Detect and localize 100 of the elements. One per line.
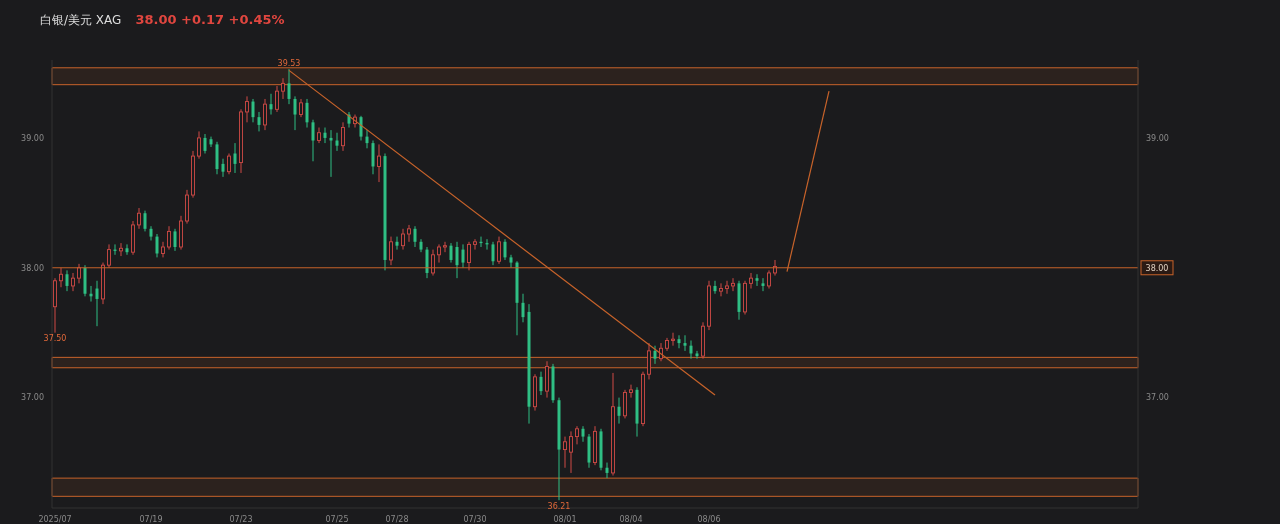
candlestick bbox=[371, 140, 375, 175]
candlestick bbox=[497, 236, 501, 265]
candlestick bbox=[275, 85, 279, 113]
candlestick bbox=[59, 267, 63, 288]
candlestick bbox=[293, 95, 297, 131]
candlestick bbox=[341, 121, 345, 152]
candlestick bbox=[761, 277, 765, 292]
x-tick-label: 08/06 bbox=[697, 514, 721, 524]
candlestick bbox=[617, 397, 621, 425]
candlestick bbox=[689, 339, 693, 360]
candlestick bbox=[575, 425, 579, 445]
candlestick bbox=[281, 77, 285, 100]
candlestick bbox=[437, 243, 441, 264]
candlestick bbox=[683, 334, 687, 352]
candlestick bbox=[269, 93, 273, 116]
candlestick bbox=[443, 241, 447, 253]
candlestick bbox=[389, 236, 393, 266]
candlestick bbox=[671, 332, 675, 347]
candlestick bbox=[245, 95, 249, 123]
candlestick bbox=[221, 158, 225, 178]
y-tick-label: 39.00 bbox=[21, 133, 44, 143]
candlestick bbox=[749, 272, 753, 290]
candlestick bbox=[719, 282, 723, 297]
candlestick bbox=[569, 430, 573, 474]
candlestick bbox=[461, 243, 465, 269]
candlestick bbox=[77, 263, 81, 284]
candlestick bbox=[401, 228, 405, 251]
candlestick bbox=[359, 115, 363, 142]
candlestick bbox=[299, 98, 303, 118]
candlestick bbox=[143, 210, 147, 232]
candlestick bbox=[335, 132, 339, 152]
candlestick bbox=[725, 280, 729, 295]
candlestick bbox=[623, 389, 627, 419]
candlestick bbox=[167, 225, 171, 251]
candlestick bbox=[449, 242, 453, 264]
y-tick-label: 37.00 bbox=[21, 393, 44, 403]
chart-title: 白银/美元 XAG bbox=[40, 12, 122, 29]
y2-tick-label: 39.00 bbox=[1146, 133, 1169, 143]
candlestick bbox=[653, 345, 657, 365]
candlestick bbox=[155, 233, 159, 258]
candlestick bbox=[467, 241, 471, 271]
candlestick bbox=[71, 272, 75, 292]
candlestick bbox=[731, 277, 735, 292]
candlestick bbox=[491, 241, 495, 266]
annotation: 39.53 bbox=[277, 59, 301, 69]
x-tick-label: 07/25 bbox=[325, 514, 349, 524]
candlestick bbox=[65, 269, 69, 292]
candlestick bbox=[407, 224, 411, 243]
candlestick bbox=[581, 425, 585, 443]
candlestick bbox=[251, 98, 255, 123]
x-tick-label: 2025/07 bbox=[38, 514, 72, 524]
chart-subtitle: 38.00 +0.17 +0.45% bbox=[135, 12, 285, 27]
candlestick bbox=[377, 143, 381, 183]
annotation: 36.21 bbox=[547, 501, 571, 511]
candlestick bbox=[767, 269, 771, 290]
candlestick bbox=[137, 207, 141, 230]
candlestick bbox=[509, 254, 513, 269]
candlestick bbox=[425, 246, 429, 279]
x-tick-label: 07/30 bbox=[463, 514, 487, 524]
candlestick bbox=[209, 136, 213, 148]
candlestick bbox=[227, 153, 231, 175]
x-tick-label: 07/19 bbox=[139, 514, 163, 524]
annotation: 37.50 bbox=[43, 334, 67, 344]
candlestick bbox=[305, 98, 309, 129]
candlestick bbox=[365, 129, 369, 149]
candlestick bbox=[413, 225, 417, 248]
candlestick bbox=[755, 273, 759, 287]
y-tick-label: 38.00 bbox=[21, 263, 44, 273]
candlestick bbox=[287, 68, 291, 105]
x-tick-label: 08/04 bbox=[619, 514, 643, 524]
candlestick bbox=[119, 242, 123, 257]
candlestick bbox=[197, 130, 201, 160]
candlestick bbox=[173, 228, 177, 252]
candlestick bbox=[647, 342, 651, 380]
candlestick bbox=[473, 238, 477, 251]
candlestick bbox=[263, 98, 267, 131]
candlestick bbox=[677, 334, 681, 349]
x-tick-label: 07/28 bbox=[385, 514, 409, 524]
x-tick-label: 08/01 bbox=[553, 514, 577, 524]
candlestick bbox=[233, 142, 237, 174]
candlestick bbox=[257, 111, 261, 132]
candlestick bbox=[431, 249, 435, 277]
candlestick bbox=[695, 350, 699, 360]
x-tick-label: 07/23 bbox=[229, 514, 253, 524]
candlestick bbox=[455, 241, 459, 279]
candlestick bbox=[605, 462, 609, 479]
candlestick bbox=[629, 384, 633, 399]
candlestick bbox=[329, 129, 333, 178]
candlestick bbox=[713, 280, 717, 295]
y2-tick-label: 37.00 bbox=[1146, 393, 1169, 403]
candlestick bbox=[107, 243, 111, 269]
candlestick bbox=[521, 293, 525, 323]
candlestick bbox=[563, 436, 567, 469]
candlestick bbox=[203, 133, 207, 154]
candlestick bbox=[311, 119, 315, 162]
candlestick bbox=[503, 238, 507, 261]
candlestick bbox=[773, 259, 777, 277]
candlestick bbox=[395, 236, 399, 251]
candlestick bbox=[125, 243, 129, 256]
candlestick bbox=[323, 127, 327, 144]
